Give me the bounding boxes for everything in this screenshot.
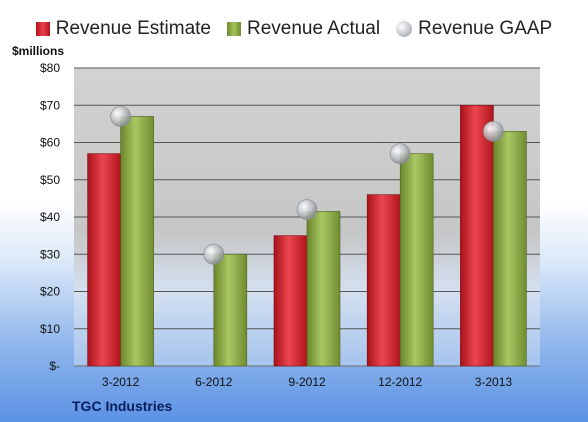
legend-swatch-gaap	[396, 21, 413, 37]
y-tick-label: $40	[40, 210, 60, 224]
x-tick-label: 9-2012	[288, 375, 326, 389]
bar-revenue-actual	[306, 211, 341, 367]
y-tick-label: $20	[40, 285, 60, 299]
x-tick-label: 3-2013	[475, 375, 513, 389]
legend-item-gaap: Revenue GAAP	[396, 18, 552, 40]
bar-revenue-estimate	[460, 104, 494, 367]
bars	[87, 104, 527, 367]
y-tick-label: $70	[40, 98, 60, 112]
y-axis-unit-label: $millions	[12, 44, 65, 58]
marker-revenue-gaap	[203, 243, 225, 265]
legend-label-gaap: Revenue GAAP	[418, 18, 553, 39]
legend-label-actual: Revenue Actual	[247, 18, 381, 39]
legend-item-actual: Revenue Actual	[227, 18, 380, 40]
bar-revenue-actual	[120, 116, 154, 367]
chart-legend: Revenue Estimate Revenue Actual Revenue …	[0, 14, 588, 44]
legend-swatch-actual	[227, 22, 241, 36]
company-name: TGC Industries	[72, 398, 173, 414]
legend-label-estimate: Revenue Estimate	[55, 18, 211, 39]
y-tick-label: $50	[40, 173, 60, 187]
x-tick-label: 12-2012	[378, 375, 422, 389]
y-tick-label: $10	[40, 322, 60, 336]
y-tick-label: $-	[49, 359, 60, 373]
bar-revenue-actual	[493, 131, 527, 367]
x-tick-label: 3-2012	[102, 375, 140, 389]
y-axis-ticks: $- $10 $20 $30 $40 $50 $60 $70 $80	[40, 61, 60, 373]
legend-swatch-estimate	[35, 22, 50, 36]
y-tick-label: $30	[40, 247, 60, 261]
marker-revenue-gaap	[110, 106, 131, 127]
x-axis-ticks: 3-2012 6-2012 9-2012 12-2012 3-2013	[102, 375, 512, 389]
y-tick-label: $80	[40, 61, 60, 75]
y-tick-label: $60	[40, 136, 60, 150]
marker-revenue-gaap	[389, 143, 411, 165]
marker-revenue-gaap	[296, 199, 318, 220]
x-tick-label: 6-2012	[195, 375, 233, 389]
marker-revenue-gaap	[483, 120, 504, 142]
gaap-markers	[110, 106, 504, 265]
bar-revenue-actual	[399, 153, 434, 367]
bar-revenue-estimate	[273, 235, 308, 367]
bar-revenue-actual	[213, 253, 248, 367]
legend-item-estimate: Revenue Estimate	[35, 18, 211, 40]
bar-revenue-estimate	[87, 153, 121, 367]
bar-revenue-estimate	[366, 194, 401, 367]
